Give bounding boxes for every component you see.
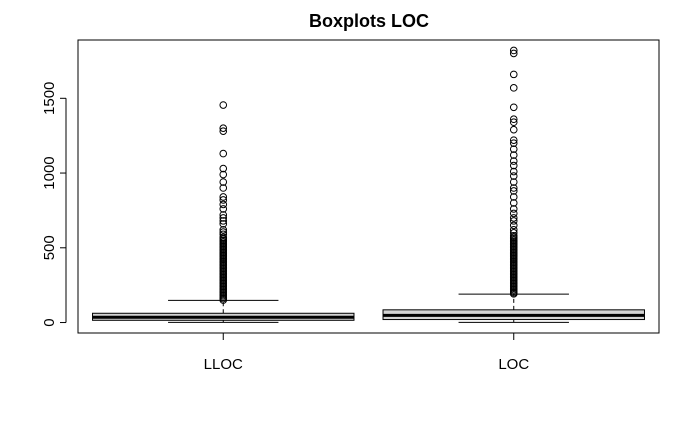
outlier-point (509, 46, 518, 55)
box-lloc (92, 101, 355, 323)
outlier-point (509, 70, 518, 79)
outlier-point (219, 124, 228, 132)
outlier-point (219, 170, 228, 179)
outlier-point (509, 103, 518, 112)
outlier-point (509, 221, 518, 230)
outlier-point (219, 226, 228, 234)
outlier-point (509, 115, 518, 124)
outlier-point (219, 211, 228, 219)
outlier-point (219, 149, 228, 158)
outlier-point (219, 200, 228, 209)
outlier-point (219, 193, 228, 201)
outlier-point (509, 151, 518, 159)
outlier-point (219, 214, 228, 222)
outlier-point (219, 217, 228, 225)
outlier-point (509, 217, 518, 225)
outlier-point (509, 125, 518, 134)
outlier-point (509, 157, 518, 165)
outlier-point (219, 205, 228, 213)
outlier-point (509, 139, 518, 147)
outlier-point (219, 178, 228, 186)
outlier-point (219, 127, 228, 135)
outlier-point (509, 209, 518, 218)
outlier-point (509, 229, 518, 237)
y-tick-label: 500 (41, 235, 58, 260)
outlier-point (509, 232, 518, 240)
outlier-point (509, 205, 518, 213)
outlier-point (219, 164, 228, 173)
box-loc (382, 46, 645, 323)
outlier-point (509, 118, 518, 127)
outlier-point (509, 214, 518, 222)
outlier-point (509, 49, 518, 58)
boxes (92, 46, 645, 323)
x-tick-label-lloc: LLOC (204, 356, 243, 373)
outlier-point (509, 226, 518, 234)
outlier-point (219, 233, 228, 242)
x-axis: LLOC LOC (204, 332, 529, 373)
y-axis: 0 500 1000 1500 (41, 82, 67, 327)
outlier-point (509, 167, 518, 176)
outlier-point (509, 172, 518, 180)
outlier-point (509, 193, 518, 201)
outlier-point (219, 230, 228, 239)
chart-title: Boxplots LOC (309, 11, 429, 31)
outlier-point (509, 187, 518, 195)
outlier-point (509, 199, 518, 207)
outlier-point (219, 196, 228, 204)
x-tick-label-loc: LOC (498, 356, 529, 373)
outlier-point (219, 101, 228, 109)
y-tick-label: 1000 (41, 156, 58, 189)
outlier-point (509, 136, 518, 144)
plot-frame (77, 39, 660, 334)
outlier-point (509, 84, 518, 92)
outlier-point (219, 184, 228, 192)
outlier-point (509, 145, 518, 153)
y-tick-label: 0 (41, 318, 58, 326)
outlier-point (219, 220, 228, 228)
outlier-point (219, 228, 228, 236)
outlier-point (509, 178, 518, 186)
outlier-point (509, 161, 518, 170)
outlier-point (509, 184, 518, 192)
y-tick-label: 1500 (41, 82, 58, 115)
